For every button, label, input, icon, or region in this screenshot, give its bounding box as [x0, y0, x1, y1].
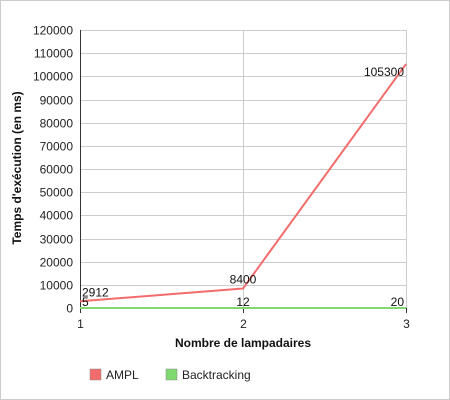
y-tick-label: 90000 [40, 94, 74, 108]
y-tick-label: 80000 [40, 117, 74, 131]
y-tick-label: 50000 [40, 186, 74, 200]
legend-swatch-backtracking [165, 368, 178, 381]
x-tick-label: 2 [240, 317, 247, 331]
legend: AMPL Backtracking [89, 368, 251, 382]
y-tick-label: 110000 [34, 47, 73, 61]
y-axis-title: Temps d'exécution (en ms) [10, 91, 24, 244]
axes: 0 10000 20000 30000 40000 50000 60000 70000 8000… [33, 24, 410, 332]
y-tick-label: 100000 [33, 70, 73, 84]
y-tick-label: 40000 [40, 209, 74, 223]
y-tick-label: 10000 [40, 279, 74, 293]
y-tick-label: 0 [66, 302, 73, 316]
y-tick-label: 60000 [40, 163, 74, 177]
x-tick-label: 1 [77, 317, 84, 331]
data-label-backtracking: 5 [82, 295, 89, 309]
series-line-ampl [79, 63, 407, 303]
x-axis-title: Nombre de lampadaires [175, 336, 311, 350]
legend-item-backtracking[interactable]: Backtracking [165, 368, 251, 382]
legend-label-backtracking: Backtracking [182, 368, 251, 382]
grid-lines [80, 30, 407, 308]
data-label-ampl: 8400 [230, 273, 257, 287]
data-label-backtracking: 12 [236, 295, 250, 309]
data-label-backtracking: 20 [391, 295, 405, 309]
y-tick-label: 70000 [40, 140, 74, 154]
data-label-ampl: 105300 [364, 65, 404, 79]
legend-label-ampl: AMPL [106, 368, 139, 382]
x-tick-label: 3 [403, 317, 410, 331]
data-labels: 2912 8400 105300 5 12 20 [82, 65, 404, 309]
data-label-ampl: 2912 [82, 285, 109, 299]
y-tick-label: 20000 [40, 256, 74, 270]
legend-swatch-ampl [89, 368, 102, 381]
y-tick-label: 120000 [33, 24, 73, 38]
y-tick-label: 30000 [40, 233, 74, 247]
legend-item-ampl[interactable]: AMPL [89, 368, 139, 382]
series-lines [79, 63, 407, 309]
